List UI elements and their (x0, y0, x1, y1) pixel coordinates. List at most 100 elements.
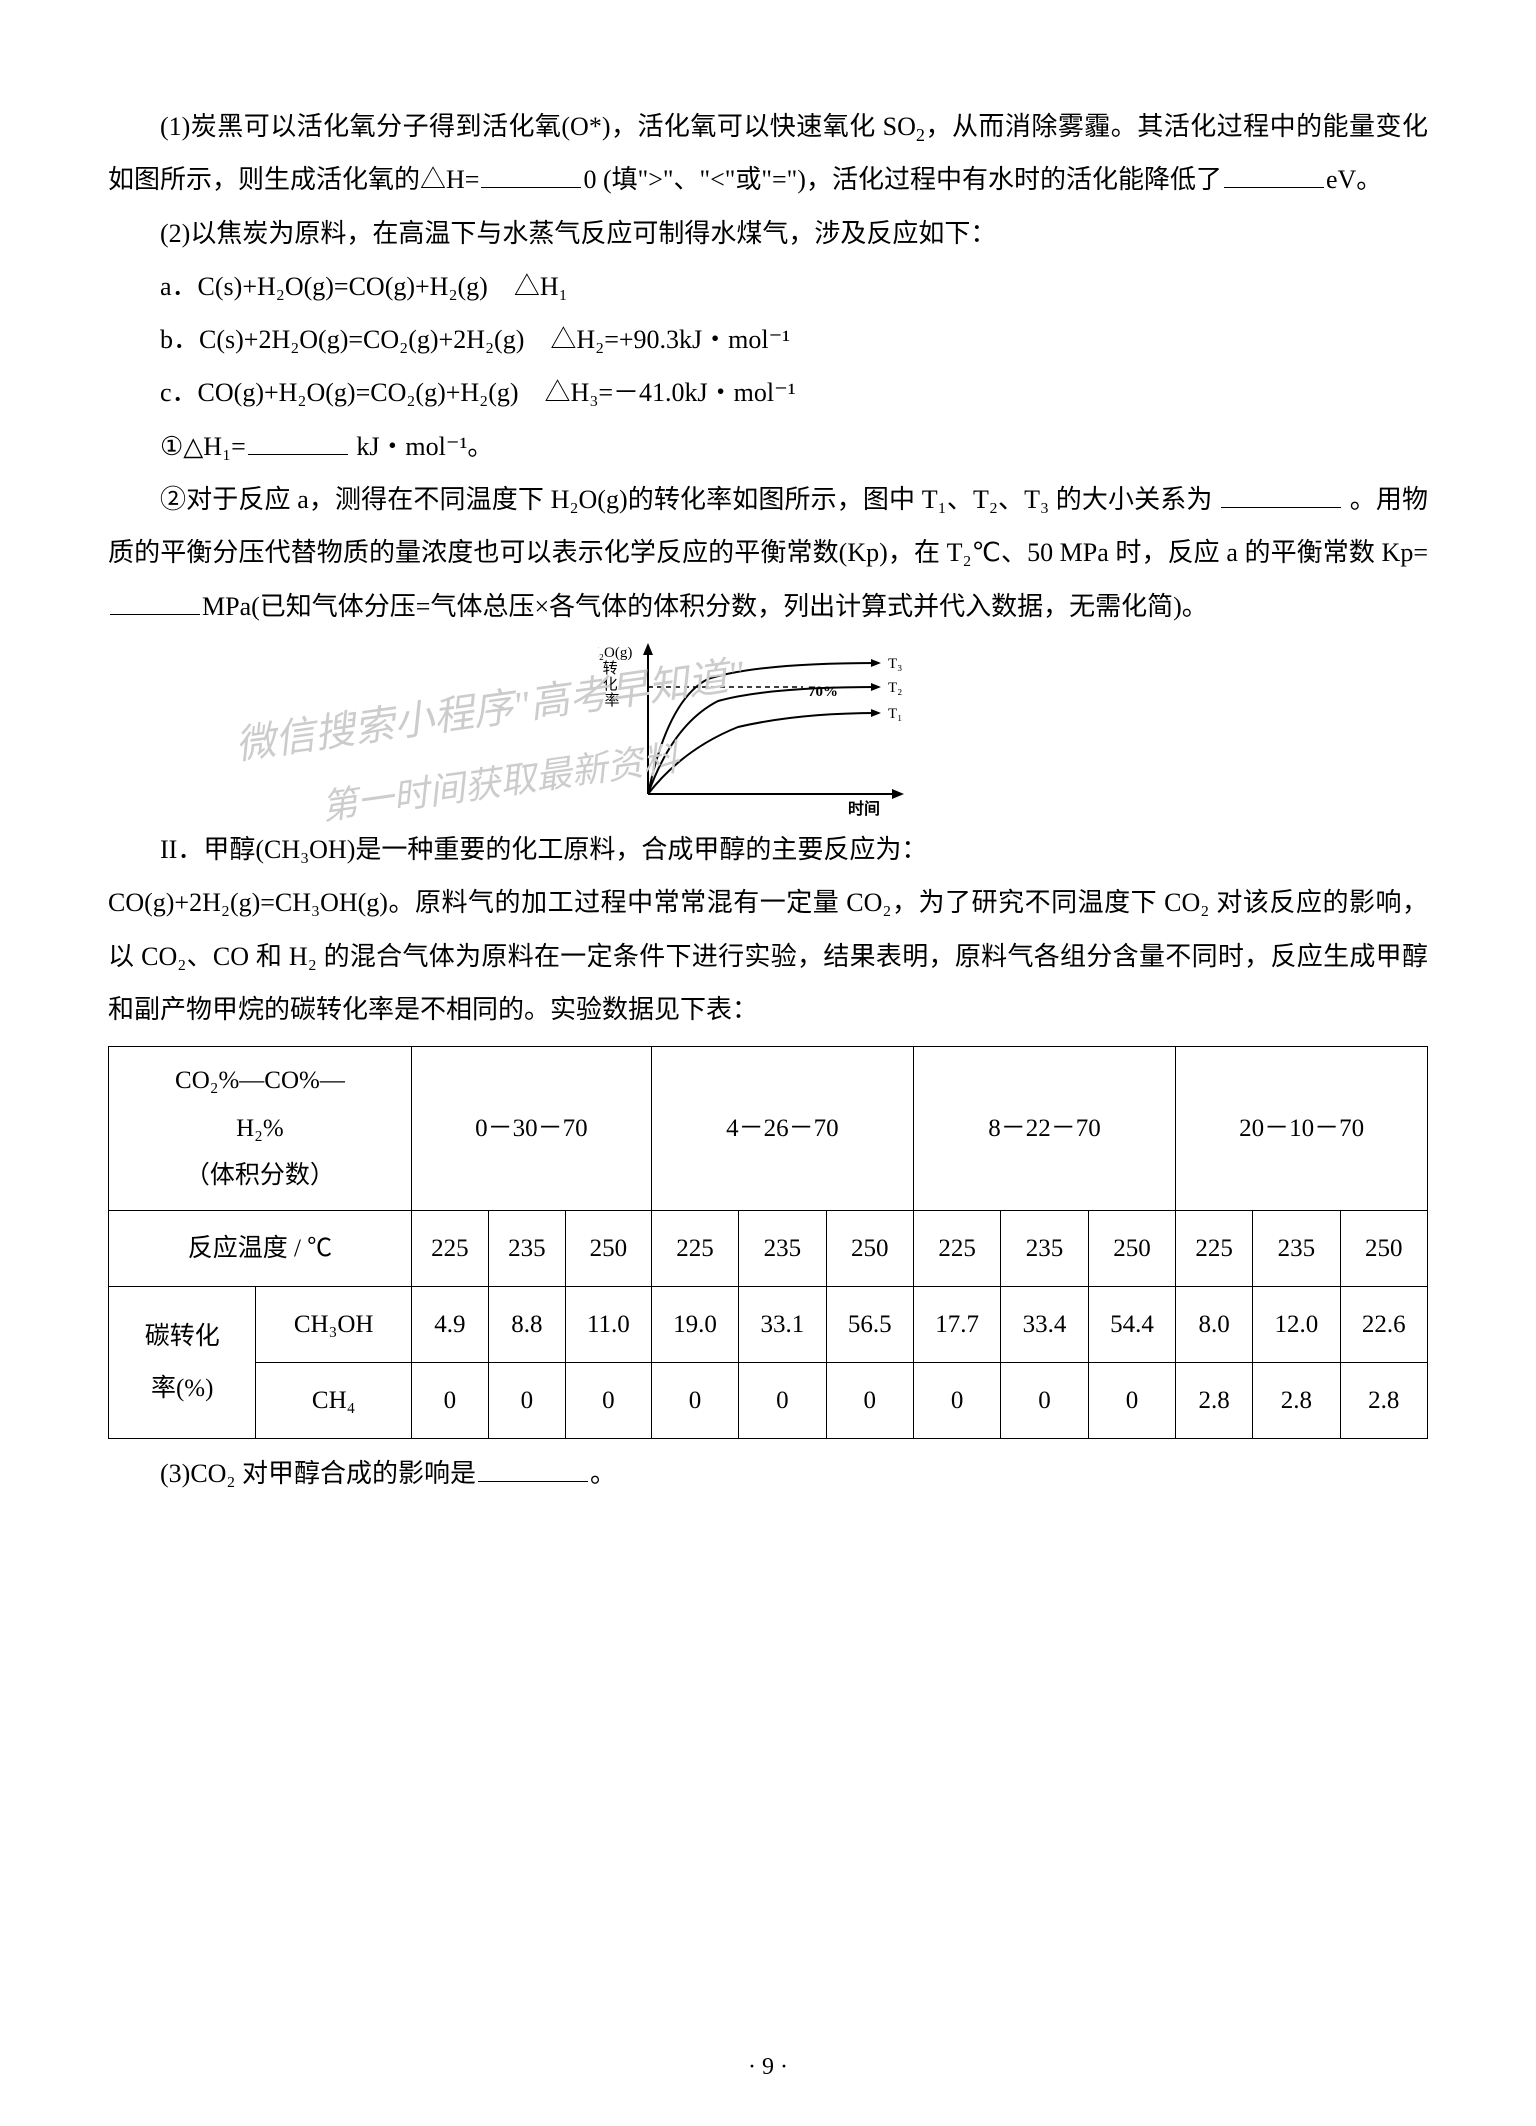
text: kJ・mol⁻¹。 (350, 432, 494, 461)
label-t3: T₃ (888, 656, 902, 672)
graph-container: 微信搜索小程序"高考早知道" 第一时间获取最新资料 H₂O(g) 转 化 率 7… (108, 639, 1428, 819)
equation-c: c．CO(g)+H₂O(g)=CO₂(g)+H₂(g) △H₃=－41.0kJ・… (108, 366, 1428, 419)
val-cell: 12.0 (1253, 1286, 1340, 1362)
text: MPa(已知气体分压=气体总压×各气体的体积分数，列出计算式并代入数据，无需化简… (202, 592, 1208, 621)
text: (3)CO₂ 对甲醇合成的影响是 (160, 1459, 476, 1488)
text: ②对于反应 a，测得在不同温度下 H₂O(g)的转化率如图所示，图中 T₁、T₂… (160, 485, 1212, 514)
val-cell: 33.1 (739, 1286, 826, 1362)
paragraph-1: (1)炭黑可以活化氧分子得到活化氧(O*)，活化氧可以快速氧化 SO2，从而消除… (108, 100, 1428, 207)
label-t2: T₂ (888, 680, 902, 696)
conversion-rate-chart: H₂O(g) 转 化 率 70% T₃ T₂ T₁ 时 (598, 639, 938, 819)
text: CO(g)+2H₂(g)=CH₃OH(g)。原料气的加工过程中常常混有一定量 C… (108, 888, 1428, 1024)
paragraph-5b: CO(g)+2H₂(g)=CH₃OH(g)。原料气的加工过程中常常混有一定量 C… (108, 876, 1428, 1036)
val-cell: 0 (913, 1363, 1000, 1439)
val-cell: 22.6 (1340, 1286, 1427, 1362)
table-row: 碳转化 率(%) CH₃OH 4.9 8.8 11.0 19.0 33.1 56… (109, 1286, 1428, 1362)
val-cell: 0 (1088, 1363, 1175, 1439)
temp-cell: 235 (488, 1210, 565, 1286)
table-row: CO₂%—CO%— H₂% （体积分数） 0－30－70 4－26－70 8－2… (109, 1047, 1428, 1211)
val-cell: 0 (651, 1363, 738, 1439)
val-cell: 2.8 (1340, 1363, 1427, 1439)
equation-b: b．C(s)+2H₂O(g)=CO₂(g)+2H₂(g) △H₂=+90.3kJ… (108, 313, 1428, 366)
val-cell: 0 (826, 1363, 913, 1439)
val-cell: 17.7 (913, 1286, 1000, 1362)
paragraph-4: ②对于反应 a，测得在不同温度下 H₂O(g)的转化率如图所示，图中 T₁、T₂… (108, 473, 1428, 633)
temp-cell: 225 (651, 1210, 738, 1286)
mix-col-4: 20－10－70 (1176, 1047, 1428, 1211)
text: (2)以焦炭为原料，在高温下与水蒸气反应可制得水煤气，涉及反应如下： (160, 219, 996, 248)
temp-cell: 250 (1340, 1210, 1427, 1286)
y-axis-label: H₂O(g) 转 化 率 (598, 645, 636, 709)
label-t1: T₁ (888, 706, 902, 722)
blank (478, 1455, 588, 1482)
text: (1)炭黑可以活化氧分子得到活化氧(O*)，活化氧可以快速氧化 SO (160, 112, 916, 141)
blank (248, 428, 348, 455)
val-cell: 19.0 (651, 1286, 738, 1362)
paragraph-3: ①△H₁= kJ・mol⁻¹。 (108, 420, 1428, 473)
val-cell: 0 (411, 1363, 488, 1439)
ref-label-70: 70% (808, 684, 838, 700)
table-row: 反应温度 / ℃ 225 235 250 225 235 250 225 235… (109, 1210, 1428, 1286)
mix-ratio-header: CO₂%—CO%— H₂% （体积分数） (109, 1047, 412, 1211)
text: 率(%) (151, 1375, 213, 1402)
val-cell: 2.8 (1176, 1363, 1253, 1439)
text: 0 (填">"、"<"或"=")，活化过程中有水时的活化能降低了 (583, 165, 1222, 194)
arrow-t3 (871, 659, 881, 667)
mix-col-1: 0－30－70 (411, 1047, 651, 1211)
page: (1)炭黑可以活化氧分子得到活化氧(O*)，活化氧可以快速氧化 SO2，从而消除… (0, 0, 1536, 2126)
text: eV。 (1326, 165, 1382, 194)
val-cell: 54.4 (1088, 1286, 1175, 1362)
x-axis-label: 时间 (848, 799, 880, 818)
val-cell: 2.8 (1253, 1363, 1340, 1439)
blank (1224, 161, 1324, 188)
text: II．甲醇(CH₃OH)是一种重要的化工原料，合成甲醇的主要反应为： (160, 835, 927, 864)
page-number: · 9 · (0, 2043, 1536, 2092)
conv-group-label: 碳转化 率(%) (109, 1286, 256, 1439)
experiment-data-table: CO₂%—CO%— H₂% （体积分数） 0－30－70 4－26－70 8－2… (108, 1046, 1428, 1439)
temp-cell: 225 (411, 1210, 488, 1286)
arrow-t2 (871, 683, 881, 691)
curve-t1 (648, 713, 878, 794)
equation-a: a．C(s)+H₂O(g)=CO(g)+H₂(g) △H₁ (108, 260, 1428, 313)
val-cell: 0 (488, 1363, 565, 1439)
ch3oh-row-label: CH₃OH (256, 1286, 411, 1362)
val-cell: 0 (565, 1363, 651, 1439)
y-axis-arrow (643, 643, 653, 655)
val-cell: 56.5 (826, 1286, 913, 1362)
paragraph-5a: II．甲醇(CH₃OH)是一种重要的化工原料，合成甲醇的主要反应为： (108, 823, 1428, 876)
curve-t3 (648, 663, 878, 794)
val-cell: 4.9 (411, 1286, 488, 1362)
text: CO₂%—CO%— (175, 1067, 345, 1094)
text: a．C(s)+H₂O(g)=CO(g)+H₂(g) △H₁ (160, 272, 568, 301)
temp-cell: 235 (1001, 1210, 1088, 1286)
paragraph-6: (3)CO₂ 对甲醇合成的影响是 。 (108, 1447, 1428, 1500)
temp-cell: 235 (739, 1210, 826, 1286)
val-cell: 0 (739, 1363, 826, 1439)
temp-cell: 250 (826, 1210, 913, 1286)
text: c．CO(g)+H₂O(g)=CO₂(g)+H₂(g) △H₃=－41.0kJ・… (160, 378, 796, 407)
val-cell: 8.0 (1176, 1286, 1253, 1362)
text: ①△H₁= (160, 432, 246, 461)
arrow-t1 (871, 709, 881, 717)
temp-cell: 225 (913, 1210, 1000, 1286)
blank (481, 161, 581, 188)
val-cell: 0 (1001, 1363, 1088, 1439)
text: （体积分数） (185, 1162, 335, 1189)
temp-cell: 250 (565, 1210, 651, 1286)
blank (110, 588, 200, 615)
blank (1221, 481, 1341, 508)
table-row: CH₄ 0 0 0 0 0 0 0 0 0 2.8 2.8 2.8 (109, 1363, 1428, 1439)
temp-cell: 225 (1176, 1210, 1253, 1286)
text: b．C(s)+2H₂O(g)=CO₂(g)+2H₂(g) △H₂=+90.3kJ… (160, 325, 790, 354)
temp-cell: 250 (1088, 1210, 1175, 1286)
val-cell: 33.4 (1001, 1286, 1088, 1362)
paragraph-2: (2)以焦炭为原料，在高温下与水蒸气反应可制得水煤气，涉及反应如下： (108, 207, 1428, 260)
text: 。 (590, 1459, 616, 1488)
temp-cell: 235 (1253, 1210, 1340, 1286)
mix-col-3: 8－22－70 (913, 1047, 1175, 1211)
mix-col-2: 4－26－70 (651, 1047, 913, 1211)
x-axis-arrow (892, 789, 904, 799)
text: 碳转化 (145, 1323, 220, 1350)
ch4-row-label: CH₄ (256, 1363, 411, 1439)
val-cell: 11.0 (565, 1286, 651, 1362)
